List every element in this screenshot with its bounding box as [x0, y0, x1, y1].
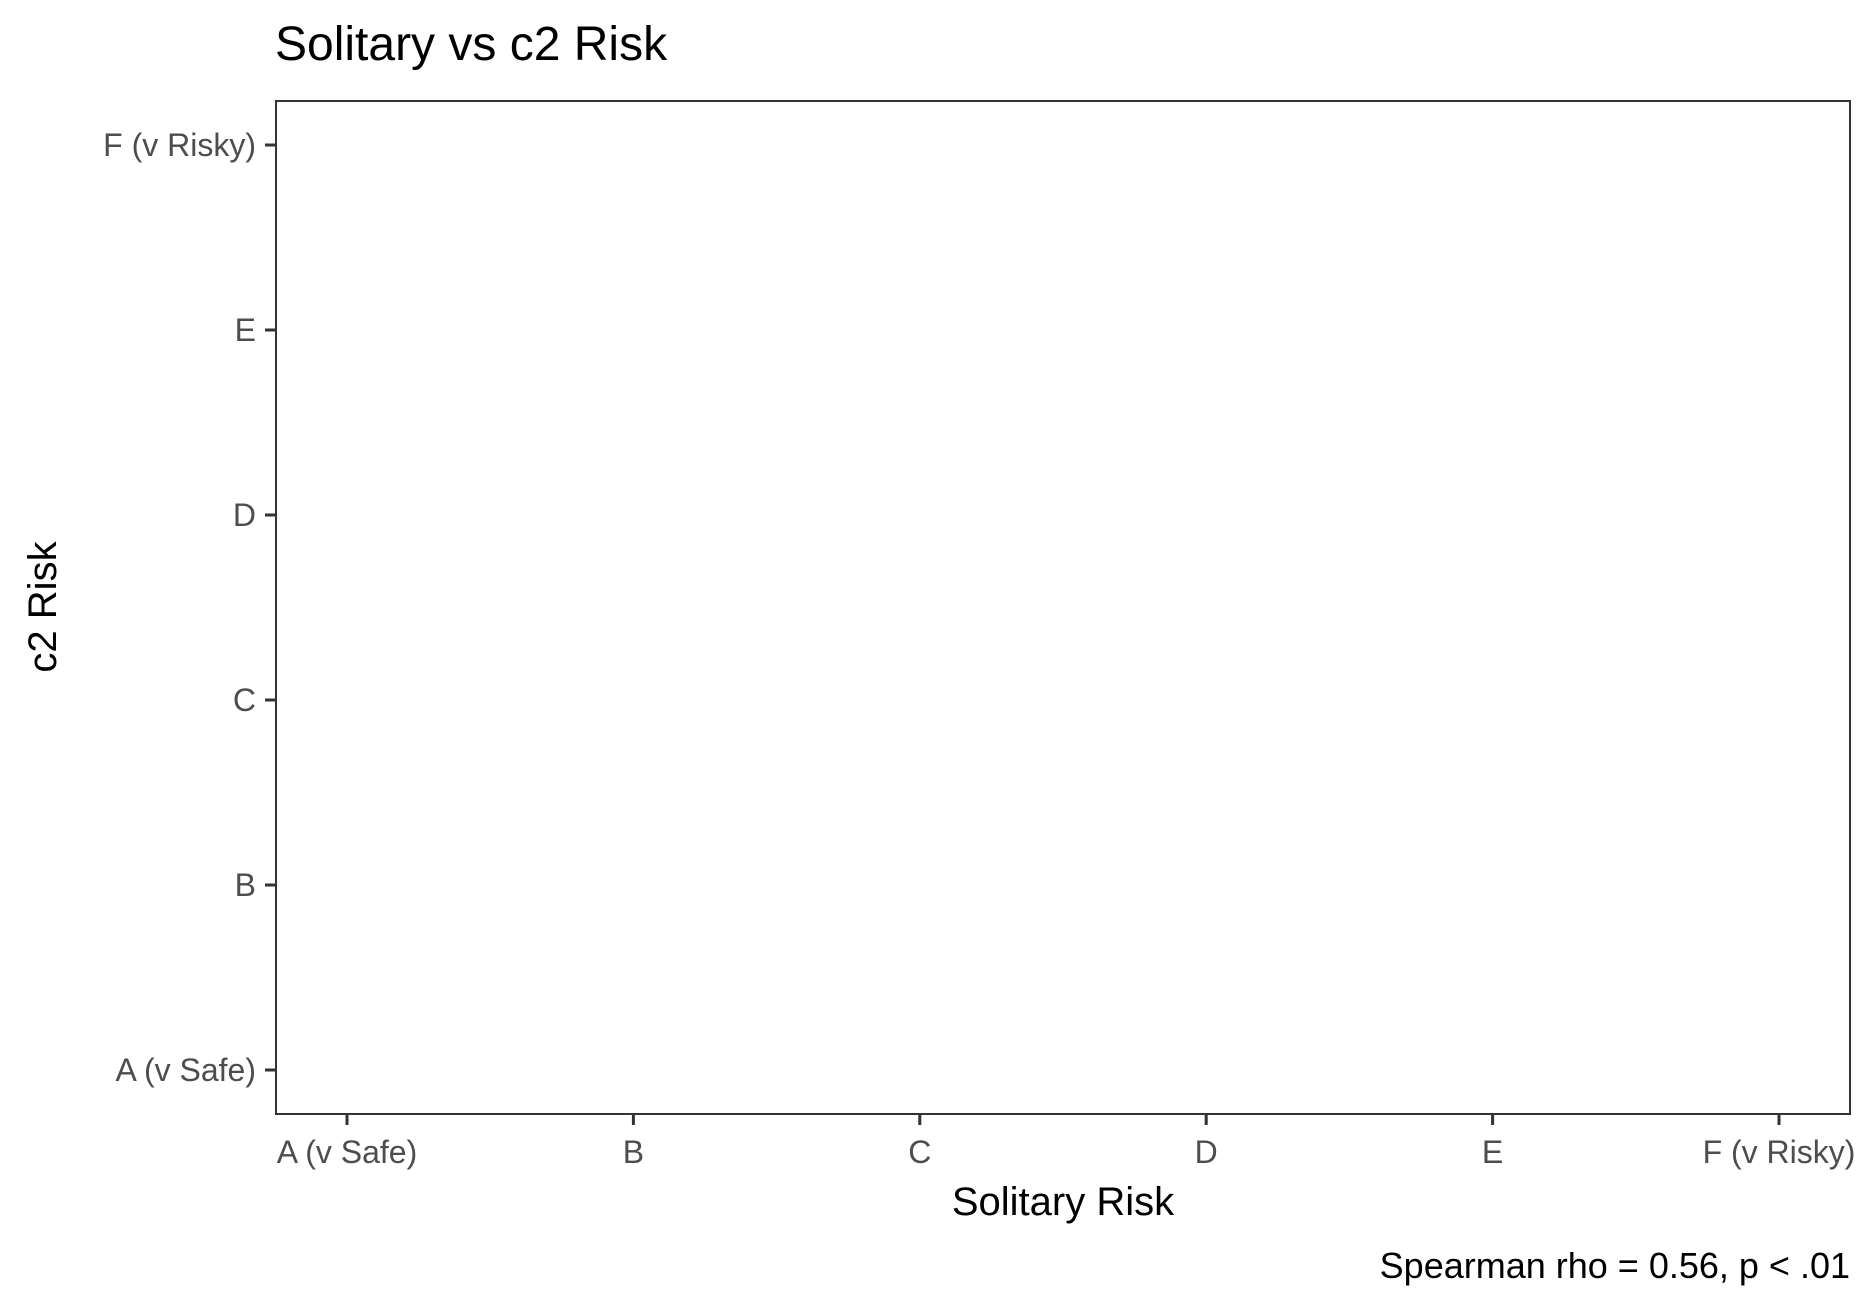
chart-title: Solitary vs c2 Risk	[275, 18, 668, 71]
x-tick-label: C	[908, 1134, 931, 1170]
x-axis-title: Solitary Risk	[952, 1180, 1175, 1224]
x-tick-label: F (v Risky)	[1703, 1134, 1856, 1170]
y-tick-label: A (v Safe)	[116, 1052, 257, 1088]
y-tick-label: B	[235, 867, 256, 903]
x-tick-label: B	[623, 1134, 644, 1170]
x-tick-label: D	[1195, 1134, 1218, 1170]
x-tick-label: A (v Safe)	[277, 1134, 418, 1170]
y-tick-label: D	[233, 497, 256, 533]
x-tick-label: E	[1482, 1134, 1503, 1170]
y-tick-label: E	[235, 312, 256, 348]
chart-caption: Spearman rho = 0.56, p < .01	[1380, 1245, 1850, 1286]
y-axis: A (v Safe) B C D E F (v Risky)	[103, 127, 276, 1088]
y-tick-label: F (v Risky)	[103, 127, 256, 163]
y-tick-label: C	[233, 682, 256, 718]
y-axis-title: c2 Risk	[21, 540, 65, 672]
x-axis: A (v Safe) B C D E F (v Risky)	[277, 1114, 1856, 1170]
plot-panel	[275, 100, 1851, 1115]
